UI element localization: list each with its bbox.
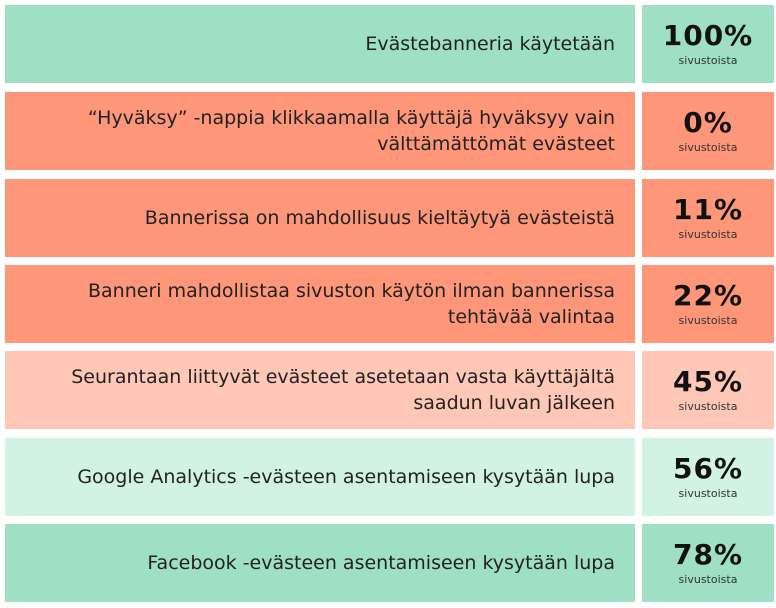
stat-value-cell: 22% sivustoista xyxy=(642,265,774,343)
stat-label: Bannerissa on mahdollisuus kieltäytyä ev… xyxy=(5,179,635,257)
stat-row-accept-necessary-only: “Hyväksy” -nappia klikkaamalla käyttäjä … xyxy=(5,92,774,170)
stat-value-cell: 100% sivustoista xyxy=(642,5,774,83)
stat-percent: 100% xyxy=(662,18,754,52)
stat-row-banner-used: Evästebanneria käytetään 100% sivustoist… xyxy=(5,5,774,83)
stat-unit: sivustoista xyxy=(678,227,738,241)
stat-unit: sivustoista xyxy=(678,313,738,327)
stat-value-cell: 56% sivustoista xyxy=(642,438,774,516)
stat-value-cell: 11% sivustoista xyxy=(642,179,774,257)
stat-label: Banneri mahdollistaa sivuston käytön ilm… xyxy=(5,265,635,343)
stat-label: Google Analytics -evästeen asentamiseen … xyxy=(5,438,635,516)
stat-row-tracking-after-consent: Seurantaan liittyvät evästeet asetetaan … xyxy=(5,351,774,429)
stat-label: Evästebanneria käytetään xyxy=(5,5,635,83)
stat-percent: 45% xyxy=(672,364,744,398)
stat-unit: sivustoista xyxy=(678,140,738,154)
stat-label: Seurantaan liittyvät evästeet asetetaan … xyxy=(5,351,635,429)
stat-unit: sivustoista xyxy=(678,486,738,500)
stat-row-refuse-option: Bannerissa on mahdollisuus kieltäytyä ev… xyxy=(5,179,774,257)
stat-label: Facebook -evästeen asentamiseen kysytään… xyxy=(5,524,635,602)
stat-row-google-analytics-consent: Google Analytics -evästeen asentamiseen … xyxy=(5,438,774,516)
stat-percent: 11% xyxy=(672,192,744,226)
stat-percent: 22% xyxy=(672,278,744,312)
stat-percent: 56% xyxy=(672,451,744,485)
stat-row-facebook-consent: Facebook -evästeen asentamiseen kysytään… xyxy=(5,524,774,602)
stat-value-cell: 78% sivustoista xyxy=(642,524,774,602)
stat-percent: 0% xyxy=(683,105,733,139)
stat-unit: sivustoista xyxy=(678,399,738,413)
stat-unit: sivustoista xyxy=(678,53,738,67)
stat-label: “Hyväksy” -nappia klikkaamalla käyttäjä … xyxy=(5,92,635,170)
stat-row-use-without-choice: Banneri mahdollistaa sivuston käytön ilm… xyxy=(5,265,774,343)
stat-unit: sivustoista xyxy=(678,572,738,586)
stat-value-cell: 45% sivustoista xyxy=(642,351,774,429)
stat-percent: 78% xyxy=(672,537,744,571)
stat-value-cell: 0% sivustoista xyxy=(642,92,774,170)
